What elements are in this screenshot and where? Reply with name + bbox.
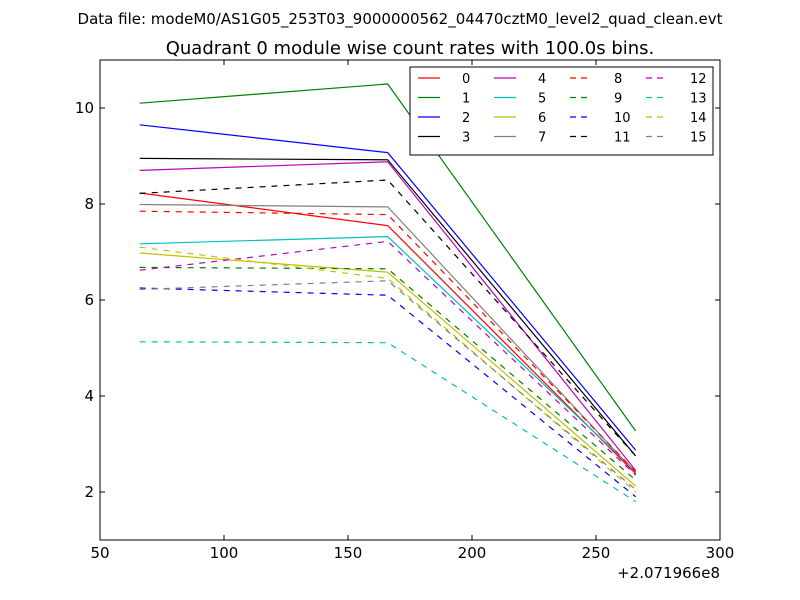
series-line-3: [139, 157, 637, 457]
x-tick-label: 250: [582, 544, 611, 562]
legend-label-6: 6: [538, 111, 546, 126]
series-line-0: [139, 192, 637, 475]
chart-title: Quadrant 0 module wise count rates with …: [166, 38, 655, 59]
x-tick-label: 50: [90, 544, 109, 562]
series-line-1: [139, 83, 637, 432]
legend-label-4: 4: [538, 72, 546, 87]
legend-label-9: 9: [614, 92, 622, 107]
legend-label-7: 7: [538, 131, 546, 146]
x-axis-offset-label: +2.071966e8: [617, 564, 720, 582]
legend-label-0: 0: [462, 72, 470, 87]
legend-label-13: 13: [690, 92, 707, 107]
y-tick-label: 6: [84, 291, 94, 309]
series-layer: [139, 83, 637, 503]
y-tick-label: 8: [84, 195, 94, 213]
y-tick-label: 4: [84, 387, 94, 405]
x-tick-label: 100: [210, 544, 239, 562]
x-tick-label: 200: [458, 544, 487, 562]
series-line-6: [139, 252, 637, 487]
x-tick-label: 300: [706, 544, 735, 562]
legend-label-14: 14: [690, 111, 707, 126]
x-tick-label: 150: [334, 544, 363, 562]
series-line-10: [139, 287, 637, 498]
series-line-7: [139, 203, 637, 474]
legend-label-1: 1: [462, 92, 470, 107]
legend-label-5: 5: [538, 92, 546, 107]
y-tick-label: 2: [84, 483, 94, 501]
y-tick-label: 10: [75, 99, 94, 117]
series-line-4: [139, 161, 637, 471]
legend-label-10: 10: [614, 111, 631, 126]
legend-label-15: 15: [690, 131, 707, 146]
legend-box: [409, 66, 714, 156]
legend-label-11: 11: [614, 131, 631, 146]
legend-label-12: 12: [690, 72, 707, 87]
series-line-5: [139, 235, 637, 472]
chart-suptitle: Data file: modeM0/AS1G05_253T03_90000005…: [78, 10, 723, 29]
series-line-15: [139, 280, 637, 491]
legend-label-2: 2: [462, 111, 470, 126]
series-line-2: [139, 124, 637, 451]
legend-label-8: 8: [614, 72, 622, 87]
series-line-11: [139, 179, 637, 457]
series-line-13: [139, 341, 637, 503]
series-line-12: [139, 240, 637, 476]
legend-label-3: 3: [462, 131, 470, 146]
series-line-14: [139, 246, 637, 493]
